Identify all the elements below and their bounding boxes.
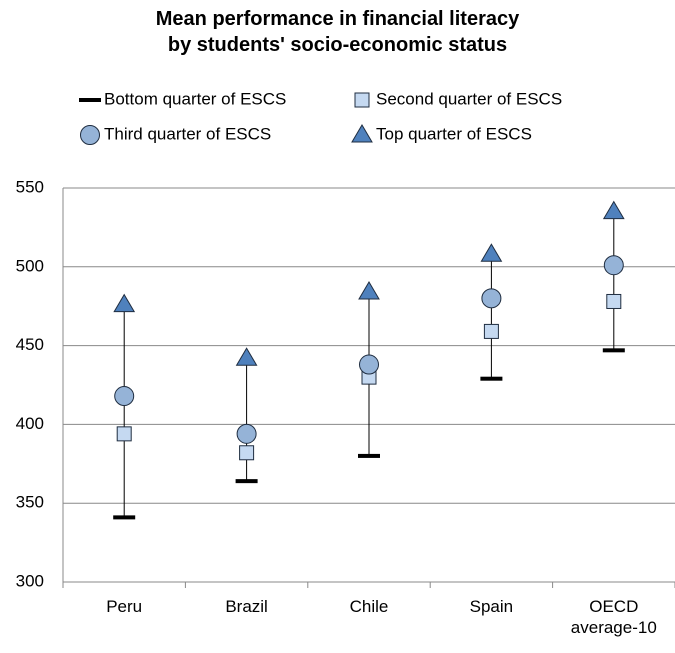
x-tick-label: OECD average-10 bbox=[570, 597, 657, 637]
point bbox=[359, 354, 379, 375]
y-tick-label: 300 bbox=[16, 571, 44, 590]
legend-label: Second quarter of ESCS bbox=[376, 89, 562, 108]
legend-marker bbox=[80, 125, 100, 145]
chart-subtitle: by students' socio-economic status bbox=[167, 34, 508, 56]
point bbox=[480, 376, 503, 381]
legend-marker bbox=[351, 124, 373, 143]
point bbox=[483, 323, 499, 339]
point bbox=[358, 281, 380, 300]
legend-marker bbox=[354, 92, 370, 108]
point bbox=[239, 445, 255, 461]
point bbox=[602, 200, 625, 220]
point bbox=[235, 479, 258, 484]
point bbox=[113, 515, 136, 520]
y-tick-label: 550 bbox=[16, 177, 44, 196]
chart-title-block: Mean performance in financial literacy b… bbox=[0, 6, 675, 58]
x-tick-label: Brazil bbox=[225, 597, 268, 616]
chart-title: Mean performance in financial literacy bbox=[155, 8, 520, 30]
x-tick-label: Peru bbox=[106, 597, 143, 616]
point bbox=[236, 423, 257, 444]
legend-label: Top quarter of ESCS bbox=[376, 124, 532, 143]
y-tick-label: 500 bbox=[16, 256, 44, 275]
x-tick-label: Spain bbox=[469, 597, 514, 616]
point bbox=[358, 453, 380, 458]
y-tick-label: 350 bbox=[16, 493, 44, 512]
point bbox=[602, 348, 625, 353]
point bbox=[113, 293, 136, 313]
point bbox=[235, 347, 258, 366]
legend-marker bbox=[79, 98, 101, 102]
point bbox=[606, 293, 622, 309]
legend-label: Bottom quarter of ESCS bbox=[104, 89, 286, 108]
legend-label: Third quarter of ESCS bbox=[104, 124, 271, 143]
point bbox=[480, 243, 503, 262]
point bbox=[114, 386, 135, 407]
point bbox=[603, 255, 624, 276]
point bbox=[481, 288, 502, 309]
point bbox=[116, 426, 132, 442]
y-tick-label: 450 bbox=[16, 335, 44, 354]
y-tick-label: 400 bbox=[16, 414, 44, 433]
x-tick-label: Chile bbox=[349, 597, 389, 616]
